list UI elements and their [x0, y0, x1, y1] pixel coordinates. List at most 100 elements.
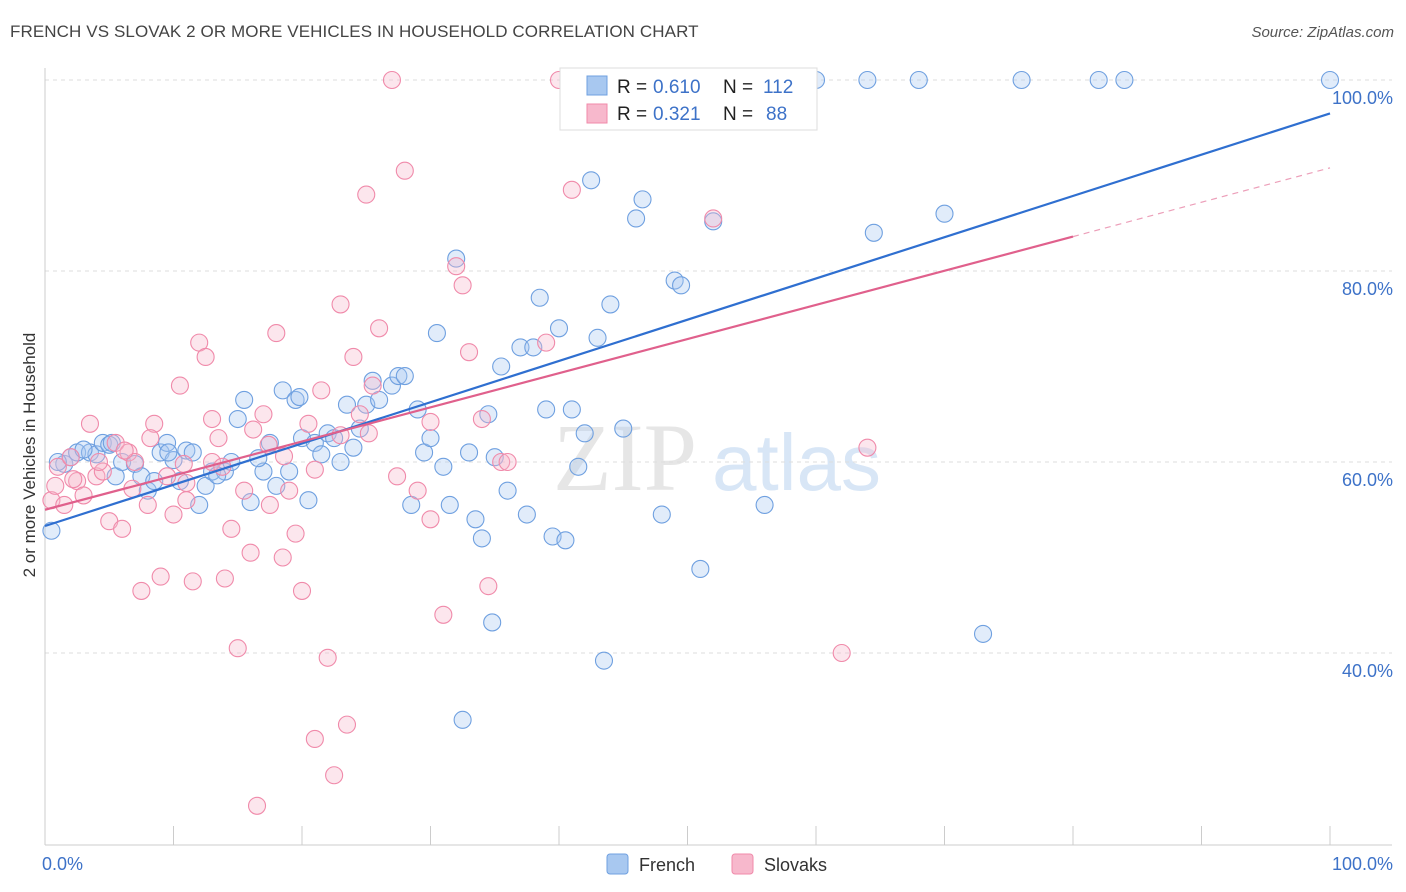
french-point: [273, 381, 292, 400]
slovaks-point: [228, 639, 247, 658]
french-point: [228, 409, 247, 429]
french-point: [453, 710, 472, 729]
french-point: [382, 376, 402, 395]
french-point: [973, 624, 993, 643]
french-point: [517, 505, 536, 524]
watermark-atlas: atlas: [712, 418, 881, 507]
french-point: [290, 388, 309, 407]
grid: [45, 79, 1392, 654]
slovaks-point: [177, 491, 196, 510]
french-point: [909, 70, 928, 90]
french-point: [498, 481, 517, 500]
slovaks-point: [453, 276, 472, 295]
french-trend-line: [44, 112, 1331, 528]
legend-n-value-slovaks: 88: [766, 104, 787, 125]
french-point: [530, 288, 549, 307]
slovaks-point: [331, 295, 350, 314]
slovaks-point: [260, 495, 279, 515]
french-point: [421, 429, 440, 448]
slovaks-point: [125, 452, 144, 472]
slovaks-point: [196, 347, 215, 367]
slovaks-point: [305, 729, 324, 749]
slovaks-point: [832, 643, 851, 663]
slovaks-point: [704, 209, 723, 228]
french-point: [627, 209, 646, 228]
slovaks-trend-line: [44, 235, 1074, 511]
french-point: [177, 441, 196, 460]
watermark-zip: ZIP: [553, 404, 697, 511]
legend-r-value-french: 0.610: [653, 77, 701, 98]
slovaks-point: [858, 438, 877, 457]
tick-labels: 40.0% 60.0% 80.0% 100.0% 0.0% 100.0%: [42, 88, 1393, 874]
slovaks-point: [492, 452, 511, 472]
slovaks-point: [337, 715, 357, 734]
y-tick-label: 100.0%: [1332, 88, 1393, 108]
french-point: [935, 204, 954, 223]
french-point: [594, 651, 614, 670]
y-tick-label: 80.0%: [1342, 279, 1393, 299]
french-point: [562, 400, 581, 419]
slovaks-point: [235, 481, 254, 500]
top-legend: R = 0.610 N = 112 R = 0.321 N = 88: [559, 67, 818, 131]
legend-n-label-slovaks: N =: [723, 104, 753, 125]
legend-swatch-slovaks: [586, 103, 608, 124]
slovaks-trend-extension: [1072, 167, 1331, 238]
slovaks-point: [113, 519, 132, 538]
bottom-legend-label-french: French: [639, 855, 695, 875]
slovaks-point: [421, 510, 440, 529]
french-point: [280, 462, 299, 481]
slovaks-point: [203, 409, 222, 429]
legend-n-value-french: 112: [763, 77, 793, 98]
slovaks-point: [286, 524, 305, 543]
french-point: [483, 613, 502, 632]
slovaks-point: [244, 420, 263, 439]
slovaks-point: [325, 766, 344, 785]
french-point: [1089, 70, 1108, 90]
french-point: [344, 438, 363, 457]
slovaks-point: [359, 424, 378, 443]
axes: [44, 68, 1392, 846]
chart-title: FRENCH VS SLOVAK 2 OR MORE VEHICLES IN H…: [10, 22, 699, 41]
slovaks-point: [395, 161, 414, 180]
slovaks-point: [80, 414, 100, 433]
french-point: [633, 190, 652, 209]
watermark: ZIP atlas: [553, 404, 881, 511]
french-point: [440, 495, 459, 515]
french-point: [537, 400, 556, 419]
x-tick-label: 0.0%: [42, 854, 83, 874]
french-point: [672, 276, 691, 295]
slovaks-point: [447, 257, 466, 276]
slovaks-point: [273, 548, 292, 567]
slovaks-point: [247, 796, 267, 815]
french-point: [601, 295, 620, 314]
french-point: [864, 223, 883, 242]
french-point: [337, 395, 357, 414]
french-point: [588, 328, 607, 347]
french-point: [42, 521, 61, 540]
slovaks-point: [408, 481, 427, 500]
slovaks-point: [138, 495, 157, 515]
french-point: [395, 366, 414, 386]
french-point: [511, 338, 530, 357]
french-point: [575, 424, 594, 443]
slovaks-point: [145, 414, 164, 433]
french-point: [241, 493, 260, 512]
legend-n-label-french: N =: [723, 77, 753, 98]
french-point: [492, 357, 511, 376]
french-point: [858, 70, 877, 90]
slovaks-point: [562, 180, 581, 199]
slovaks-point: [93, 462, 112, 481]
slovaks-points: [42, 70, 877, 815]
slovaks-point: [344, 347, 363, 367]
slovaks-point: [479, 577, 498, 596]
slovaks-point: [357, 185, 376, 204]
bottom-legend-swatch-french: [606, 853, 629, 875]
legend-r-label-french: R =: [617, 77, 647, 98]
slovaks-point: [537, 333, 556, 352]
french-point: [549, 319, 569, 338]
slovaks-point: [363, 376, 382, 395]
french-point: [1115, 70, 1134, 90]
french-point: [1012, 70, 1031, 90]
french-point: [235, 390, 254, 409]
